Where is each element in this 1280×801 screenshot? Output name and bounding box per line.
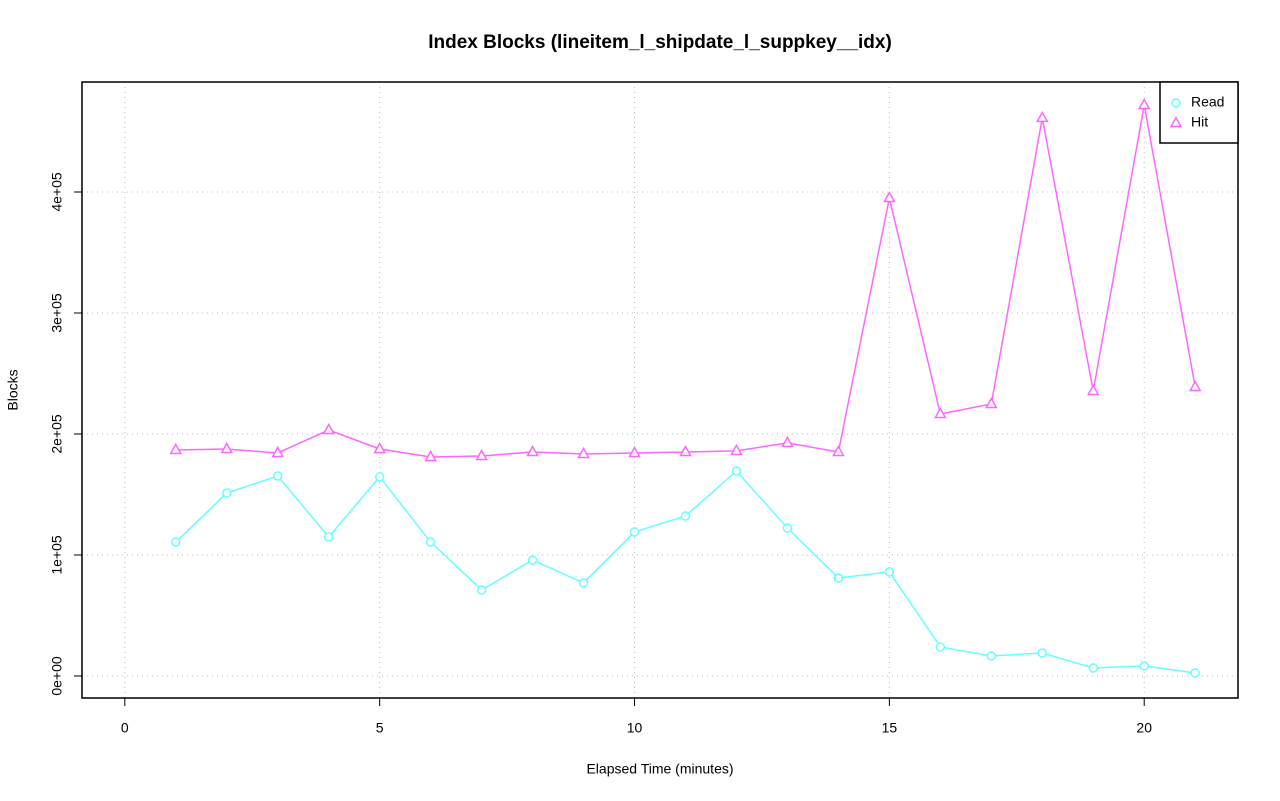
data-point: [1188, 379, 1202, 392]
data-point: [679, 444, 692, 457]
data-point: [526, 444, 539, 457]
data-point: [935, 642, 946, 652]
data-point: [1139, 661, 1149, 671]
data-point: [833, 573, 844, 583]
y-axis-label: Blocks: [5, 369, 21, 410]
data-point: [578, 578, 589, 588]
data-point: [986, 651, 997, 661]
data-point: [169, 442, 183, 455]
data-point: [782, 523, 793, 533]
data-point: [271, 445, 284, 458]
data-point: [1088, 663, 1098, 673]
x-tick-label: 0: [121, 720, 129, 736]
data-point: [1037, 648, 1048, 658]
y-tick-label: 3e+05: [49, 293, 65, 333]
data-point: [883, 190, 896, 203]
data-point: [884, 567, 895, 577]
data-point: [985, 396, 998, 409]
data-point: [577, 446, 590, 459]
legend: Read Hit: [1159, 81, 1239, 144]
y-tick-label: 1e+05: [49, 535, 65, 575]
y-tick-label: 2e+05: [49, 414, 65, 454]
data-point: [1137, 97, 1151, 110]
x-axis-label: Elapsed Time (minutes): [586, 761, 733, 777]
data-point: [272, 471, 283, 481]
data-point: [425, 537, 436, 547]
data-point: [934, 406, 947, 419]
legend-marker: [1169, 115, 1183, 128]
plot-frame: [81, 81, 1239, 699]
data-point: [629, 527, 640, 537]
data-point: [781, 435, 794, 448]
data-point: [475, 448, 488, 461]
data-point: [1190, 668, 1200, 678]
legend-label: Hit: [1191, 114, 1208, 130]
data-point: [222, 488, 232, 498]
data-point: [730, 443, 743, 456]
data-point: [373, 441, 386, 454]
data-point: [374, 472, 385, 482]
x-tick-label: 15: [882, 720, 898, 736]
data-point: [476, 585, 487, 595]
chart-title: Index Blocks (lineitem_l_shipdate_l_supp…: [428, 32, 892, 53]
legend-label: Read: [1191, 94, 1224, 110]
legend-marker: [1171, 98, 1181, 108]
data-point: [1086, 383, 1100, 396]
legend-box: [1159, 81, 1239, 144]
data-point: [424, 449, 437, 462]
data-point: [323, 532, 334, 542]
data-point: [680, 511, 691, 521]
y-tick-label: 0e+00: [49, 656, 65, 696]
data-point: [832, 444, 845, 457]
data-point: [527, 555, 538, 565]
data-point: [628, 445, 641, 458]
x-tick-label: 20: [1136, 720, 1152, 736]
x-tick-label: 5: [376, 720, 384, 736]
data-point: [322, 422, 335, 435]
series-line: [175, 469, 1196, 674]
data-point: [220, 441, 234, 454]
data-point: [1036, 110, 1049, 123]
series-line: [175, 104, 1196, 458]
x-tick-label: 10: [627, 720, 643, 736]
data-point: [171, 537, 181, 547]
y-tick-label: 4e+05: [49, 172, 65, 212]
data-point: [731, 466, 742, 476]
